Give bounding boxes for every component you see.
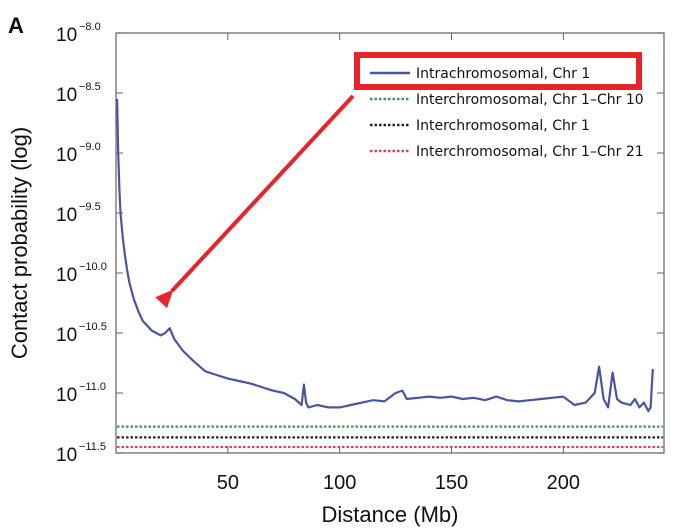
y-tick-label-base: 10 — [56, 145, 77, 166]
y-tick-label-exponent: −11.5 — [79, 441, 106, 453]
y-tick-label-base: 10 — [56, 205, 77, 226]
y-tick-label-exponent: −9.5 — [79, 201, 101, 213]
x-tick-label: 200 — [547, 472, 580, 494]
x-axis-title: Distance (Mb) — [322, 502, 459, 527]
x-tick-label: 100 — [323, 472, 356, 494]
y-tick-label-base: 10 — [56, 25, 77, 46]
y-tick-label-exponent: −8.5 — [79, 81, 101, 93]
plot-frame — [115, 32, 665, 454]
legend-label: Interchromosomal, Chr 1–Chr 10 — [416, 92, 644, 108]
y-tick-label-base: 10 — [56, 325, 77, 346]
y-tick-label-base: 10 — [56, 85, 77, 106]
highlight-arrow — [155, 94, 355, 309]
y-axis-title: Contact probability (log) — [7, 127, 32, 359]
y-tick-label-exponent: −11.0 — [79, 381, 106, 393]
highlight-box — [354, 52, 642, 90]
panel-letter: A — [8, 13, 24, 38]
legend-label: Interchromosomal, Chr 1 — [416, 118, 590, 134]
y-tick-label-base: 10 — [56, 265, 77, 286]
series-line-intrachromosomal-chr1 — [116, 98, 654, 413]
plot-area: 10 −8.010 −8.510 −9.010 −9.510 −10.010 −10.510… — [56, 21, 665, 494]
y-tick-label-base: 10 — [56, 385, 77, 406]
legend: Intrachromosomal, Chr 1 Interchromosomal,… — [370, 66, 644, 160]
y-tick-label-exponent: −10.0 — [79, 261, 107, 273]
y-tick-label-base: 10 — [56, 445, 77, 466]
y-tick-label-exponent: −9.0 — [79, 141, 101, 153]
y-tick-label-exponent: −8.0 — [79, 21, 101, 33]
x-tick-label: 150 — [435, 472, 468, 494]
legend-label: Interchromosomal, Chr 1–Chr 21 — [416, 144, 644, 160]
x-tick-label: 50 — [217, 472, 239, 494]
legend-label: Intrachromosomal, Chr 1 — [416, 66, 590, 82]
y-tick-label-exponent: −10.5 — [79, 321, 107, 333]
